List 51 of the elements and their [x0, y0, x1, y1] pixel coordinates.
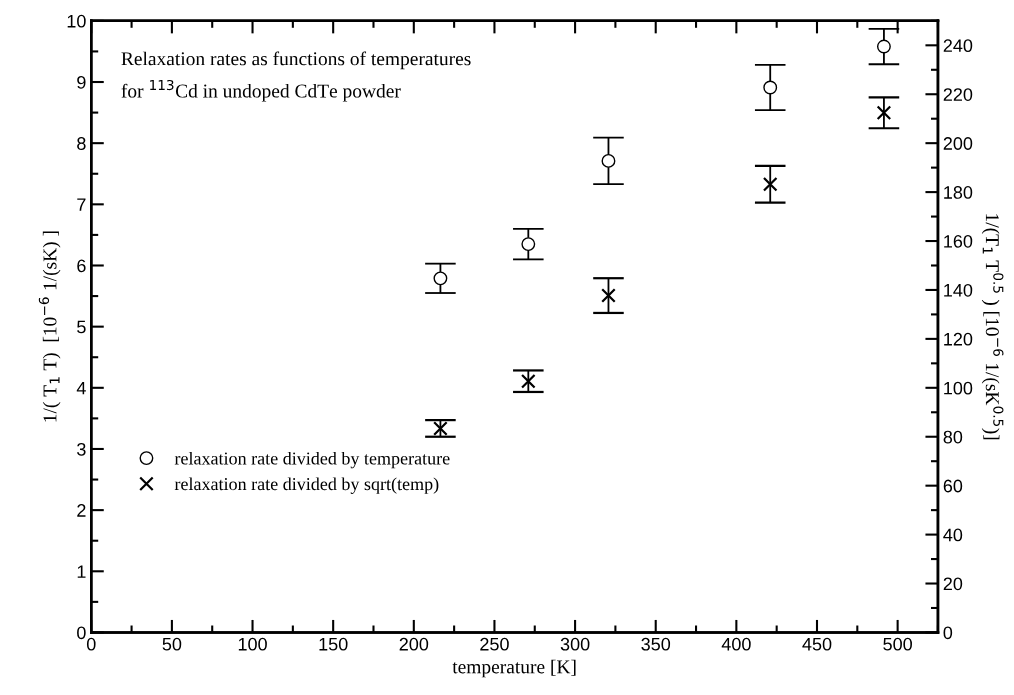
x-tick-label: 0	[86, 637, 96, 651]
point	[876, 39, 891, 54]
y2-tick-label: 200	[943, 137, 973, 150]
y2-tick-label: 240	[943, 39, 973, 53]
x-axis-title: temperature [K]	[452, 659, 576, 678]
point	[876, 105, 892, 121]
x-tick-label: 500	[883, 637, 912, 651]
point	[520, 373, 536, 389]
y2-tick-label: 140	[944, 283, 973, 297]
y2-tick-label: 160	[944, 234, 973, 248]
x-tick-label: 400	[721, 637, 751, 651]
point	[763, 80, 778, 95]
point	[601, 153, 616, 168]
y2-tick-label: 180	[944, 186, 973, 199]
point	[601, 288, 616, 303]
y-tick-label: 5	[77, 320, 86, 334]
x-tick-label: 250	[480, 637, 509, 651]
y2-tick-label: 20	[943, 577, 963, 591]
y2-tick-label: 220	[943, 88, 973, 101]
text: Relaxation rates as functions of temperatures for $^{113}$Cd in undoped CdTe powder	[121, 51, 471, 102]
y2-tick-label: 100	[944, 381, 973, 395]
y-tick-label: 0	[77, 626, 86, 640]
point	[762, 176, 778, 192]
y2-tick-label: 120	[944, 332, 973, 346]
y-tick-label: 8	[77, 137, 86, 150]
x-tick-label: 350	[641, 637, 671, 651]
y-tick-label: 6	[77, 259, 86, 273]
x-tick-label: 200	[399, 637, 429, 651]
point	[433, 421, 448, 436]
legend-label: relaxation rate divided by sqrt(temp)	[174, 477, 439, 494]
y-tick-label: 9	[77, 75, 86, 89]
y-axis-title: 1/( T$_{1}$ T) [10$^{−6}$ 1/(sK) ]	[38, 231, 61, 422]
x-tick-label: 150	[319, 637, 348, 651]
point	[433, 271, 448, 286]
y2-tick-label: 0	[943, 626, 953, 640]
y2-tick-label: 40	[943, 528, 963, 542]
y-tick-label: 3	[77, 442, 86, 456]
point	[521, 237, 536, 252]
y-tick-label: 10	[67, 14, 86, 28]
text: 1/(T$_{1}$ T$^{0.5}$ ) [10$^{−6}$ 1/(sK$^{0.5}$)]	[981, 214, 1004, 440]
y-tick-label: 2	[77, 504, 86, 517]
y2-tick-label: 80	[943, 430, 963, 444]
y2-tick-label: 60	[943, 479, 963, 493]
y-tick-label: 4	[76, 381, 86, 395]
x-tick-label: 50	[162, 637, 182, 651]
x-tick-label: 100	[238, 637, 267, 651]
y-tick-label: 7	[77, 198, 86, 211]
y-tick-label: 1	[77, 565, 86, 578]
x-tick-label: 450	[802, 637, 832, 651]
x-tick-label: 300	[560, 637, 590, 651]
legend-label: relaxation rate divided by temperature	[174, 451, 450, 469]
